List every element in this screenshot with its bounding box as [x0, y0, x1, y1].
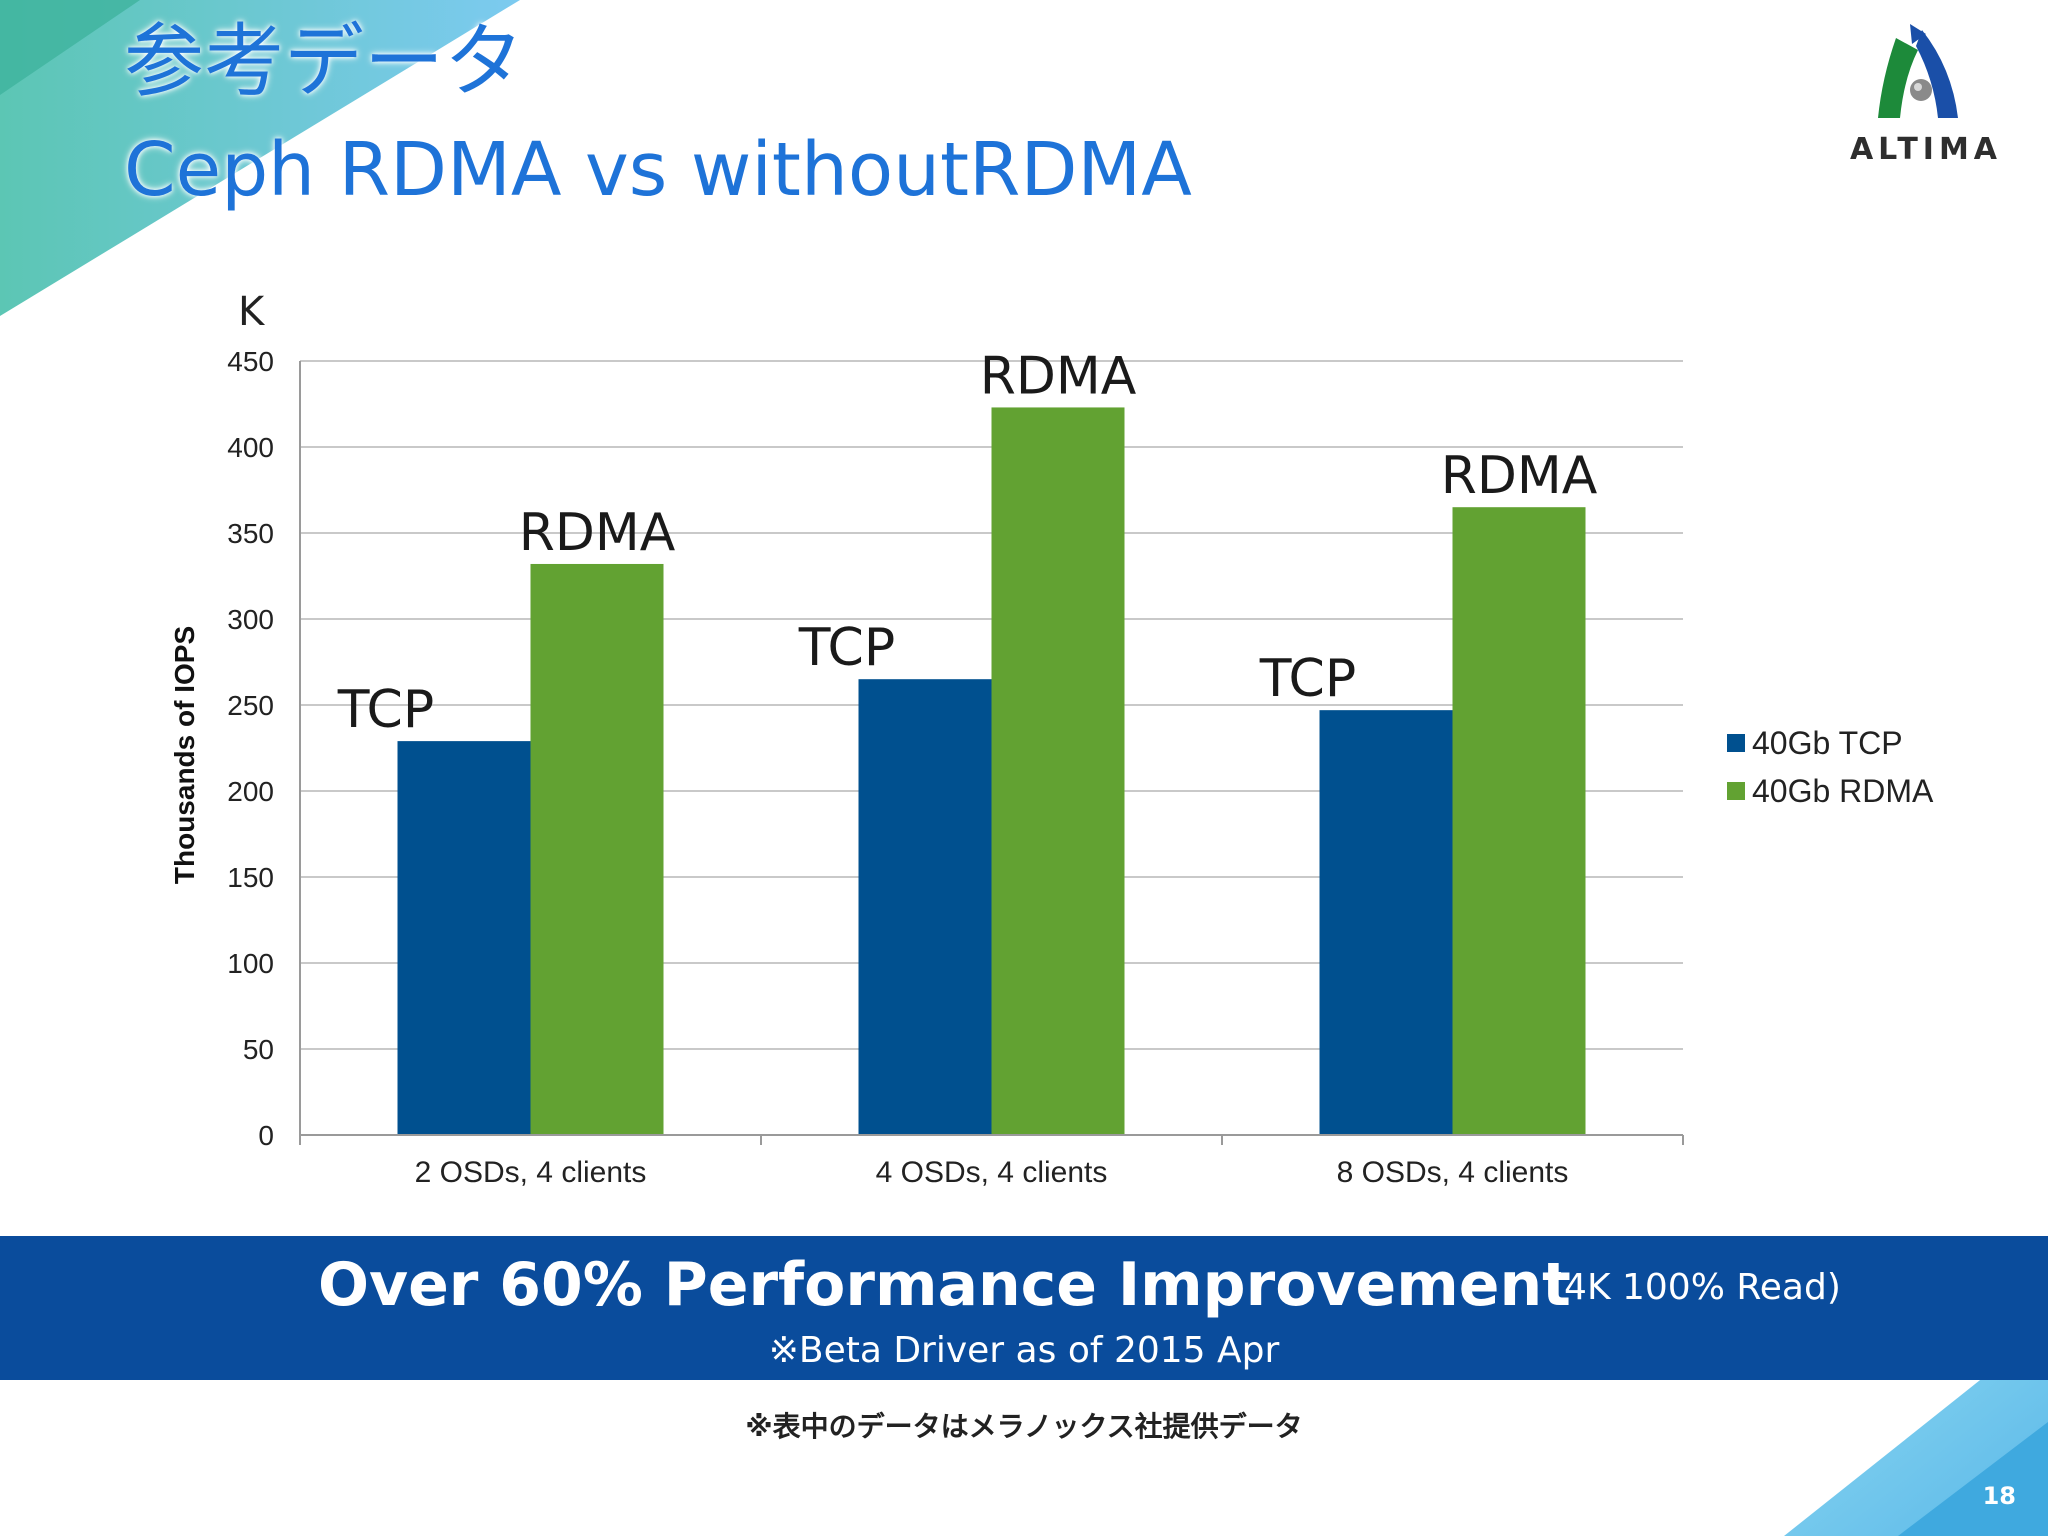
banner-note: (4K 100% Read) — [1550, 1267, 1841, 1308]
summary-banner: Over 60% Performance Improvement (4K 100… — [0, 1236, 2048, 1380]
bar-labels: TCP RDMA TCP RDMA TCP RDMA — [337, 346, 1598, 740]
y-tick-label: 350 — [227, 518, 274, 549]
y-axis-ticks: 0 50 100 150 200 250 300 350 400 450 — [227, 346, 274, 1151]
footnote: ※表中のデータはメラノックス社提供データ — [745, 1410, 1303, 1443]
page-number: 18 — [1982, 1482, 2016, 1510]
bar-40gb-rdma — [530, 563, 664, 1135]
corner-decoration — [0, 0, 520, 316]
bar-40gb-tcp — [1319, 710, 1453, 1135]
bar-label: TCP — [798, 618, 895, 678]
bar-label: TCP — [1259, 649, 1356, 709]
bar-label: RDMA — [980, 346, 1137, 406]
y-tick-label: 250 — [227, 690, 274, 721]
altima-logo: ALTIMA — [1826, 20, 2026, 170]
legend-label: 40Gb TCP — [1752, 725, 1903, 761]
bar-40gb-rdma — [1452, 507, 1586, 1135]
banner-subtext: ※Beta Driver as of 2015 Apr — [768, 1330, 1280, 1371]
legend-swatch — [1727, 734, 1745, 752]
bar-label: RDMA — [1441, 446, 1598, 506]
y-tick-label: 200 — [227, 776, 274, 807]
legend-label: 40Gb RDMA — [1752, 773, 1934, 809]
y-tick-label: 400 — [227, 432, 274, 463]
bars — [397, 407, 1586, 1135]
bar-40gb-tcp — [397, 741, 531, 1135]
x-tick-label: 2 OSDs, 4 clients — [415, 1156, 647, 1189]
y-tick-label: 50 — [243, 1034, 274, 1065]
slide-title: 参考データ — [124, 15, 524, 108]
bar-label: RDMA — [519, 503, 676, 563]
slide-subtitle: Ceph RDMA vs withoutRDMA — [124, 127, 1192, 213]
bar-label: TCP — [337, 680, 434, 740]
bar-40gb-tcp — [858, 679, 992, 1135]
y-tick-label: 150 — [227, 862, 274, 893]
bar-40gb-rdma — [991, 407, 1125, 1135]
x-tick-label: 8 OSDs, 4 clients — [1337, 1156, 1569, 1189]
legend-swatch — [1727, 782, 1745, 800]
banner-headline: Over 60% Performance Improvement — [318, 1250, 1571, 1320]
legend: 40Gb TCP 40Gb RDMA — [1727, 725, 1934, 809]
y-tick-label: 0 — [258, 1120, 274, 1151]
y-tick-label: 450 — [227, 346, 274, 377]
y-tick-label: 100 — [227, 948, 274, 979]
x-axis — [299, 361, 1684, 1145]
logo-mark-icon — [1878, 24, 1958, 118]
y-tick-label: 300 — [227, 604, 274, 635]
iops-bar-chart: K Thousands of IOPS 0 50 100 150 200 250 300 35… — [169, 289, 1934, 1189]
logo-text: ALTIMA — [1849, 132, 2003, 167]
x-tick-label: 4 OSDs, 4 clients — [876, 1156, 1108, 1189]
unit-label: K — [238, 289, 266, 335]
y-axis-title: Thousands of IOPS — [169, 626, 200, 884]
x-axis-ticks: 2 OSDs, 4 clients 4 OSDs, 4 clients 8 OSDs… — [415, 1156, 1569, 1189]
